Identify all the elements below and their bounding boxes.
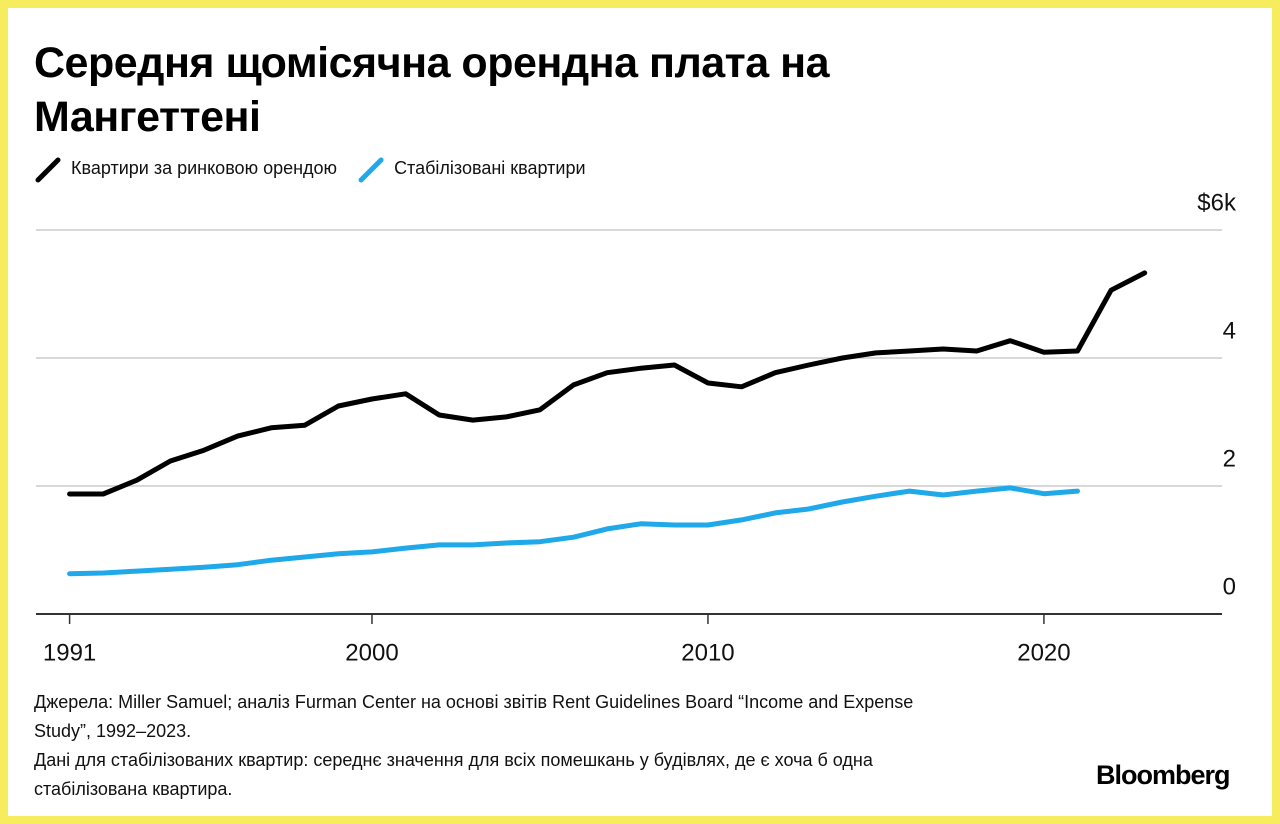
y-tick-label: 4: [1223, 317, 1236, 344]
legend-swatch: [35, 157, 61, 183]
chart: 0 2 4 $6k 1991 2000 2010 2020 Квартири за ринков…: [35, 157, 1237, 666]
x-tick-label: 2020: [1017, 639, 1070, 666]
y-tick-label: 2: [1223, 445, 1236, 472]
chart-title: Середня щомісячна орендна плата на Манге…: [34, 39, 829, 141]
y-tick-label: $6k: [1197, 189, 1237, 216]
series-line: [67, 485, 1080, 577]
x-tick-label: 2010: [681, 639, 734, 666]
source: Джерела: Miller Samuel; аналіз Furman Ce…: [34, 692, 914, 741]
x-tick-label: 1991: [43, 639, 96, 666]
series-line: [67, 270, 1148, 497]
footer: Джерела: Miller Samuel; аналіз Furman Ce…: [34, 688, 934, 804]
legend-swatch: [358, 157, 384, 183]
brand-logo: Bloomberg: [1096, 760, 1231, 790]
x-tick-label: 2000: [345, 639, 398, 666]
legend-label: Стабілізовані квартири: [394, 158, 585, 178]
legend-label: Квартири за ринковою орендою: [71, 158, 337, 178]
note: Дані для стабілізованих квартир: середнє…: [34, 750, 873, 799]
y-tick-label: 0: [1223, 573, 1236, 600]
